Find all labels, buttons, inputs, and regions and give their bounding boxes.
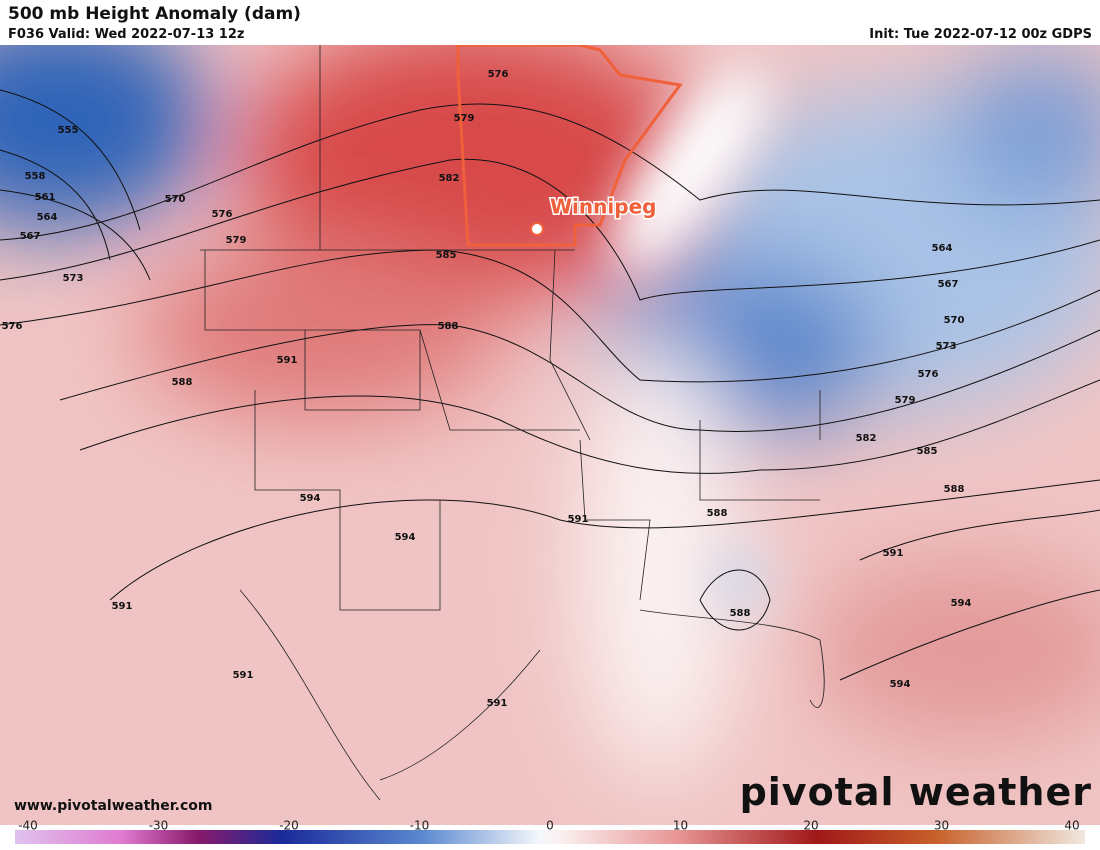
- borders: [200, 45, 825, 801]
- colorbar-tick-label: -10: [410, 820, 430, 833]
- contour-label: 567: [20, 231, 41, 242]
- contour-label: 594: [300, 493, 321, 504]
- contour-label: 591: [112, 601, 133, 612]
- contour-label: 579: [895, 395, 916, 406]
- valid-time: F036 Valid: Wed 2022-07-13 12z: [8, 27, 245, 42]
- colorbar-tick-label: -20: [279, 820, 299, 833]
- contour-label: 564: [37, 212, 58, 223]
- contour-label: 588: [944, 484, 965, 495]
- contour-label: 594: [890, 679, 911, 690]
- contour-label: 582: [856, 433, 877, 444]
- contour-label: 591: [277, 355, 298, 366]
- contour-label: 582: [439, 173, 460, 184]
- city-label: Winnipeg: [550, 195, 656, 219]
- city-marker: [530, 222, 544, 236]
- header: 500 mb Height Anomaly (dam) F036 Valid: …: [0, 0, 1100, 45]
- contour-label: 591: [568, 514, 589, 525]
- colorbar: -40 -30 -20 -10 0 10 20 30 40: [15, 820, 1085, 844]
- contour-label: 555: [58, 125, 79, 136]
- contour-label: 591: [883, 548, 904, 559]
- colorbar-ramp: [15, 830, 1085, 844]
- contour-label: 570: [944, 315, 965, 326]
- logo: pivotal weather: [739, 770, 1092, 814]
- contour-label: 594: [395, 532, 416, 543]
- contour-label: 588: [172, 377, 193, 388]
- contour-label: 588: [730, 608, 751, 619]
- contour-label: 564: [932, 243, 953, 254]
- contour-label: 588: [438, 321, 459, 332]
- contour-label: 579: [454, 113, 475, 124]
- map: Winnipeg 5555585615645675735765705765795…: [0, 45, 1100, 825]
- map-layer: Winnipeg 5555585615645675735765705765795…: [0, 45, 1100, 825]
- contour-label: 588: [707, 508, 728, 519]
- colorbar-tick-label: 0: [546, 820, 554, 833]
- contour-label: 591: [233, 670, 254, 681]
- contour-label: 585: [436, 250, 457, 261]
- contour-labels: 555 558 561 564 567 573 576 570 576 579 576 579 582 5…: [2, 69, 972, 709]
- colorbar-tick-label: -40: [18, 820, 38, 833]
- province-outline: [456, 45, 683, 247]
- contours: [0, 89, 1100, 681]
- init-time: Init: Tue 2022-07-12 00z GDPS: [869, 27, 1092, 42]
- contour-label: 570: [165, 194, 186, 205]
- contour-label: 576: [212, 209, 233, 220]
- contour-label: 579: [226, 235, 247, 246]
- colorbar-tick-label: -30: [149, 820, 169, 833]
- contour-label: 576: [488, 69, 509, 80]
- contour-label: 591: [487, 698, 508, 709]
- contour-label: 567: [938, 279, 959, 290]
- contour-label: 558: [25, 171, 46, 182]
- contour-label: 594: [951, 598, 972, 609]
- contour-label: 573: [936, 341, 957, 352]
- title: 500 mb Height Anomaly (dam): [8, 4, 301, 24]
- contour-label: 576: [2, 321, 23, 332]
- contour-label: 573: [63, 273, 84, 284]
- colorbar-tick-label: 40: [1064, 820, 1079, 833]
- contour-label: 585: [917, 446, 938, 457]
- website: www.pivotalweather.com: [14, 798, 213, 814]
- contour-label: 576: [918, 369, 939, 380]
- colorbar-tick-label: 20: [803, 820, 818, 833]
- colorbar-tick-label: 10: [673, 820, 688, 833]
- colorbar-tick-label: 30: [934, 820, 949, 833]
- contour-label: 561: [35, 192, 56, 203]
